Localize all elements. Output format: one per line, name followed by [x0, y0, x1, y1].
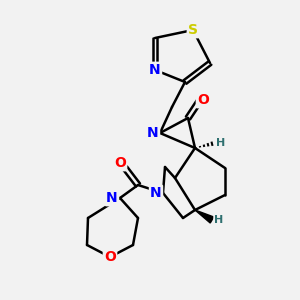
Text: N: N	[149, 63, 161, 77]
Text: N: N	[147, 126, 159, 140]
Text: N: N	[106, 191, 118, 205]
Text: O: O	[197, 93, 209, 107]
Text: O: O	[104, 250, 116, 264]
Text: H: H	[216, 138, 226, 148]
Polygon shape	[195, 210, 214, 223]
Text: H: H	[214, 215, 224, 225]
Text: S: S	[188, 23, 198, 37]
Text: O: O	[114, 156, 126, 170]
Text: N: N	[150, 186, 162, 200]
